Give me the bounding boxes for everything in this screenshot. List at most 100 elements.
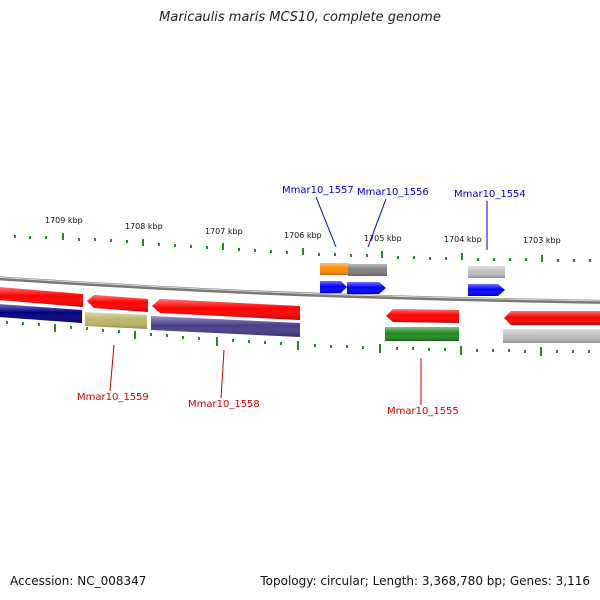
tick-mark	[557, 259, 559, 262]
gene-feature-1558-slate[interactable]	[151, 316, 300, 337]
tick-mark	[232, 339, 234, 342]
tick-mark	[286, 251, 288, 254]
tick-mark	[461, 253, 463, 260]
gene-feature-1556-blue-arrow[interactable]	[347, 282, 386, 294]
tick-mark	[102, 329, 104, 332]
tick-mark	[476, 349, 478, 352]
tick-mark	[572, 350, 574, 353]
tick-mark	[150, 333, 152, 336]
tick-mark	[158, 243, 160, 246]
tick-mark	[460, 346, 462, 355]
scale-label-1706: 1706 kbp	[284, 231, 322, 240]
tick-mark	[206, 246, 208, 249]
leader-line-1558	[220, 349, 225, 399]
gene-feature-lightgray-right-edge[interactable]	[503, 329, 600, 343]
lower-tick-track	[6, 321, 590, 356]
tick-mark	[362, 346, 364, 349]
tick-mark	[62, 233, 64, 240]
tick-mark	[350, 254, 352, 257]
tick-mark	[379, 344, 381, 353]
tick-mark	[366, 254, 368, 257]
tick-mark	[14, 235, 16, 238]
tick-mark	[524, 350, 526, 353]
tick-mark	[477, 258, 479, 261]
scale-label-1709: 1709 kbp	[45, 216, 83, 225]
gene-feature-1554-blue-arrow[interactable]	[468, 284, 505, 296]
tick-mark	[134, 331, 136, 339]
tick-mark	[190, 245, 192, 248]
gene-feature-1559-red-arrow[interactable]	[87, 295, 148, 312]
tick-mark	[110, 239, 112, 242]
tick-mark	[29, 236, 31, 239]
gene-feature-1557-blue-arrow[interactable]	[320, 281, 347, 293]
tick-mark	[330, 345, 332, 348]
tick-mark	[118, 330, 120, 333]
scale-label-1708: 1708 kbp	[125, 222, 163, 231]
tick-mark	[166, 334, 168, 337]
tick-mark	[492, 349, 494, 352]
gene-feature-navy[interactable]	[0, 304, 82, 323]
tick-mark	[238, 248, 240, 251]
gene-feature-1558-red-arrow[interactable]	[152, 299, 300, 320]
gene-feature-1556-gray[interactable]	[348, 264, 387, 276]
tick-mark	[314, 344, 316, 347]
genome-summary-text: Topology: circular; Length: 3,368,780 bp…	[260, 574, 590, 588]
upper-tick-track	[14, 233, 591, 262]
leader-line-1557	[315, 196, 337, 248]
tick-mark	[508, 349, 510, 352]
tick-mark	[6, 321, 8, 324]
tick-mark	[94, 238, 96, 241]
tick-mark	[142, 239, 144, 246]
tick-mark	[541, 255, 543, 262]
tick-mark	[334, 253, 336, 256]
tick-mark	[445, 257, 447, 260]
gene-feature-red-arrow-right-edge[interactable]	[504, 311, 600, 325]
gene-feature-1555-green[interactable]	[385, 327, 459, 341]
tick-mark	[182, 336, 184, 339]
leader-line-1556	[367, 198, 387, 248]
gene-label-mmar10-1559[interactable]: Mmar10_1559	[77, 392, 149, 403]
tick-mark	[70, 326, 72, 329]
tick-mark	[413, 256, 415, 259]
gene-feature-1559-khaki[interactable]	[85, 312, 147, 329]
tick-mark	[589, 259, 591, 262]
tick-mark	[573, 259, 575, 262]
forward-features	[320, 263, 505, 296]
reverse-features	[0, 287, 600, 343]
tick-mark	[248, 340, 250, 343]
scale-label-1704: 1704 kbp	[444, 235, 482, 244]
tick-mark	[588, 350, 590, 353]
tick-mark	[216, 337, 218, 346]
gene-label-mmar10-1557[interactable]: Mmar10_1557	[282, 185, 354, 196]
tick-mark	[493, 258, 495, 261]
gene-feature-1555-red-arrow[interactable]	[386, 309, 459, 323]
gene-feature-1557-orange[interactable]	[320, 263, 349, 275]
genome-backbone	[0, 276, 600, 304]
tick-mark	[254, 249, 256, 252]
tick-mark	[509, 258, 511, 261]
tick-mark	[45, 236, 47, 239]
tick-mark	[297, 341, 299, 350]
tick-mark	[86, 327, 88, 330]
scale-label-1707: 1707 kbp	[205, 227, 243, 236]
tick-mark	[540, 347, 542, 356]
tick-mark	[318, 253, 320, 256]
tick-mark	[346, 345, 348, 348]
tick-mark	[174, 244, 176, 247]
accession-text: Accession: NC_008347	[10, 574, 147, 588]
tick-mark	[428, 348, 430, 351]
tick-mark	[302, 248, 304, 255]
gene-label-mmar10-1558[interactable]: Mmar10_1558	[188, 399, 260, 410]
gene-label-mmar10-1554[interactable]: Mmar10_1554	[454, 189, 526, 200]
tick-mark	[397, 256, 399, 259]
gene-feature-red-arrow-left-edge[interactable]	[0, 287, 83, 307]
tick-mark	[38, 323, 40, 326]
tick-mark	[444, 348, 446, 351]
gene-label-mmar10-1555[interactable]: Mmar10_1555	[387, 406, 459, 417]
genome-backbone-highlight	[0, 276, 600, 302]
tick-mark	[264, 341, 266, 344]
gene-feature-1554-gray[interactable]	[468, 266, 505, 278]
gene-label-mmar10-1556[interactable]: Mmar10_1556	[357, 187, 429, 198]
map-title: Maricaulis maris MCS10, complete genome	[159, 10, 441, 25]
